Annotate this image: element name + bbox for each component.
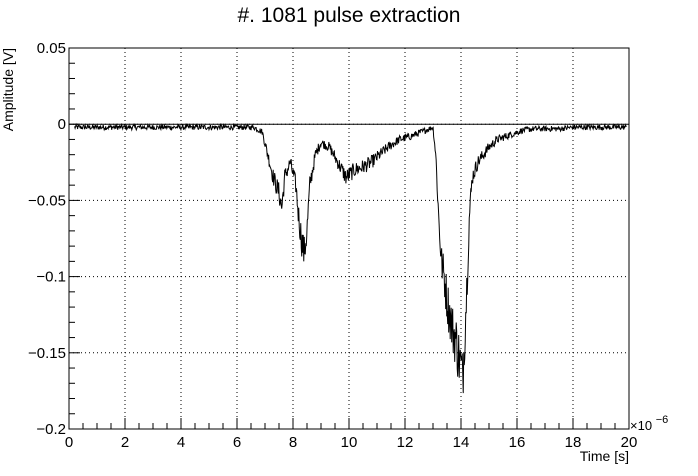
x-exponent-base: ×10 [630, 418, 652, 433]
y-axis-title: Amplitude [V] [0, 48, 16, 131]
x-tick-label: 12 [397, 434, 414, 451]
x-tick-labels: 0 2 4 6 8 10 12 14 16 18 20 [65, 434, 638, 451]
x-tick-label: 0 [65, 434, 73, 451]
chart-title: #. 1081 pulse extraction [238, 4, 461, 27]
series-layer [74, 122, 627, 394]
y-tick-label: −0.1 [36, 269, 66, 286]
x-tick-label: 20 [621, 434, 638, 451]
grid [69, 48, 629, 429]
pulse-series-line [74, 122, 627, 394]
x-tick-label: 8 [289, 434, 297, 451]
y-tick-label: −0.15 [28, 345, 66, 362]
y-tick-label: −0.2 [36, 421, 66, 438]
x-tick-label: 6 [233, 434, 241, 451]
x-axis-exponent: ×10 −6 [630, 414, 668, 433]
axis-ticks [68, 47, 630, 430]
x-exponent-power: −6 [656, 414, 669, 426]
plot-frame [68, 47, 630, 430]
x-tick-label: 2 [121, 434, 129, 451]
x-tick-label: 18 [565, 434, 582, 451]
x-tick-label: 14 [453, 434, 470, 451]
y-tick-label: 0.05 [37, 40, 66, 57]
x-tick-label: 10 [341, 434, 358, 451]
x-axis-title: Time [s] [580, 448, 629, 464]
y-tick-label: 0 [58, 116, 66, 133]
y-tick-label: −0.05 [28, 192, 66, 209]
y-tick-labels: 0.05 0 −0.05 −0.1 −0.15 −0.2 [28, 40, 66, 438]
x-tick-label: 16 [509, 434, 526, 451]
x-tick-label: 4 [177, 434, 185, 451]
